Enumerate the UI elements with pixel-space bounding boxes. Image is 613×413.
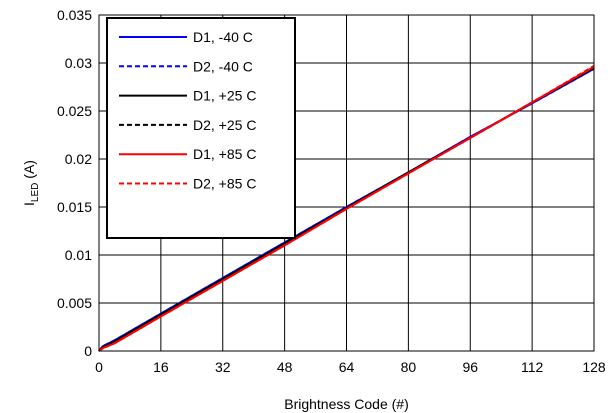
plot-area-frame <box>98 14 595 352</box>
x-tick-label: 16 <box>153 359 169 375</box>
legend: D1, -40 C D2, -40 C D1, +25 C D2, +25 C D1, … <box>106 17 296 239</box>
x-tick-label: 32 <box>215 359 231 375</box>
y-tick-label: 0.03 <box>65 55 92 71</box>
y-tick-label: 0.035 <box>57 7 92 23</box>
y-axis-title-subscript: LED <box>30 183 41 202</box>
x-tick-labels: 0 16 32 48 64 80 96 112 128 <box>95 359 606 375</box>
y-tick-labels: 0 0.005 0.01 0.015 0.02 0.025 0.03 0.035 <box>57 7 92 359</box>
y-tick-label: 0.025 <box>57 103 92 119</box>
series-line <box>98 65 595 352</box>
legend-box <box>106 17 296 239</box>
x-tick-label: 128 <box>582 359 606 375</box>
legend-label: D2, +85 C <box>193 176 256 192</box>
x-tick-label: 96 <box>462 359 478 375</box>
legend-label: D1, -40 C <box>193 29 253 45</box>
y-tick-label: 0.005 <box>57 295 92 311</box>
x-tick-label: 48 <box>277 359 293 375</box>
x-tick-label: 0 <box>95 359 103 375</box>
x-tick-label: 112 <box>521 359 544 375</box>
legend-label: D2, -40 C <box>193 58 253 74</box>
legend-label: D1, +85 C <box>193 146 256 162</box>
x-axis-title: Brightness Code (#) <box>284 396 409 412</box>
y-tick-label: 0.015 <box>57 199 92 215</box>
legend-label: D1, +25 C <box>193 88 256 104</box>
series-lines <box>98 65 595 352</box>
y-axis-title: ILED (A) <box>21 160 41 206</box>
legend-label: D2, +25 C <box>193 117 256 133</box>
y-axis-title-unit: (A) <box>21 160 37 183</box>
x-tick-label: 64 <box>339 359 355 375</box>
y-tick-label: 0.02 <box>65 151 92 167</box>
y-tick-label: 0.01 <box>65 247 92 263</box>
x-tick-label: 80 <box>401 359 417 375</box>
y-tick-label: 0 <box>84 343 92 359</box>
y-axis-title-main: I <box>21 202 37 206</box>
